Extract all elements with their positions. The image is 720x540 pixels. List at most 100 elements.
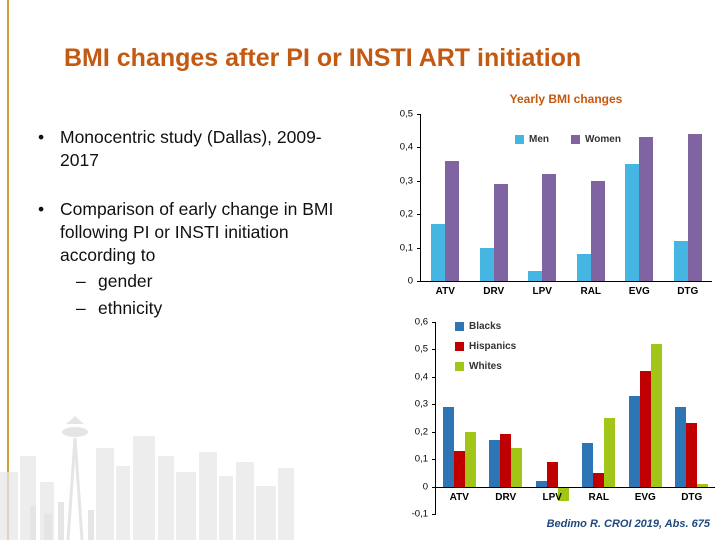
legend-item-hispanics: Hispanics [455,341,516,352]
y-axis-tick-label: 0,1 [399,242,413,254]
y-axis-tick-label: 0,5 [399,108,413,120]
y-axis-tick-label: 0 [422,481,428,493]
y-axis-tick-mark [432,486,436,488]
sub-bullet-ethnicity: – ethnicity [76,297,338,320]
sub-bullet-text: gender [98,271,153,292]
bar-men-evg [625,164,640,281]
chart-title: Yearly BMI changes [509,92,623,106]
y-axis-tick-label: 0,3 [414,398,428,410]
legend-label: Men [529,134,549,145]
blacks-swatch [455,322,464,331]
y-axis-tick-label: -0,1 [411,508,428,520]
legend-label: Blacks [469,321,502,332]
bar-whites-atv [464,431,476,487]
bar-blacks-drv [489,439,501,487]
y-axis-tick-mark [417,281,421,282]
x-axis-label-evg: EVG [628,286,650,297]
y-axis-tick-mark [432,459,436,461]
y-axis-tick-label: 0,1 [414,453,428,465]
dash-marker: – [76,271,86,292]
ethnicity-chart-plot-area: 0,6 0,5 0,4 0,3 0,2 0,1 0 -0,1 ATV DRV LPV RAL EVG DT… [412,317,715,520]
y-axis-tick-mark [417,180,421,182]
dash-marker: – [76,297,86,318]
ethnicity-bmi-chart: Blacks Hispanics Whites 0,6 0,5 0,4 0,3 0,2 0… [395,317,717,528]
y-axis-tick-label: 0,3 [399,175,413,187]
bar-hispanics-ral [593,472,605,487]
bar-women-lpv [542,174,557,281]
y-axis-tick-label: 0,5 [414,343,428,355]
bullet-item-comparison: • Comparison of early change in BMI foll… [38,198,338,319]
bullet-body: Comparison of early change in BMI follow… [60,198,338,319]
x-axis-label-lpv: LPV [532,286,552,297]
hispanics-swatch [455,342,464,351]
y-axis-tick-mark [417,247,421,249]
x-axis-line [436,486,715,488]
gender-legend: Men Women [515,134,621,145]
bar-blacks-dtg [675,407,687,487]
bullet-text: Comparison of early change in BMI follow… [60,199,334,266]
y-axis-tick-mark [417,114,421,115]
women-swatch [571,135,580,144]
bar-women-atv [445,160,460,281]
ethnicity-legend: Blacks Hispanics Whites [455,321,516,372]
bar-whites-lpv [557,487,569,502]
y-axis-tick-mark [432,431,436,433]
bar-blacks-evg [628,396,640,487]
x-axis-label-atv: ATV [449,491,469,503]
legend-item-men: Men [515,134,549,145]
x-axis-label-ral: RAL [580,286,602,297]
x-axis-label-lpv: LPV [542,491,562,503]
bar-men-atv [431,224,446,281]
bullet-marker: • [38,127,45,147]
bar-hispanics-atv [453,450,465,487]
bullet-list: • Monocentric study (Dallas), 2009-2017 … [38,126,338,346]
y-axis-tick-label: 0 [407,275,413,287]
y-axis-tick-mark [417,214,421,216]
y-axis-tick-label: 0,2 [399,208,413,220]
legend-label: Whites [469,361,502,372]
legend-label: Hispanics [469,341,517,352]
bar-whites-evg [650,343,662,487]
bar-men-dtg [673,240,688,281]
bar-men-lpv [528,270,543,281]
bullet-text: Monocentric study (Dallas), 2009-2017 [60,127,322,171]
x-axis-line [421,281,712,282]
bar-whites-dtg [697,483,709,487]
slide-title: BMI changes after PI or INSTI ART initia… [64,44,582,72]
bar-whites-drv [511,448,523,487]
y-axis-tick-mark [432,349,436,351]
bar-blacks-ral [582,442,594,487]
gender-chart-plot-area: 0,5 0,4 0,3 0,2 0,1 0 ATV DRV LPV RAL EVG DTG [400,109,712,297]
bar-women-evg [639,137,654,281]
sub-bullet-text: ethnicity [98,297,163,318]
y-axis-tick-label: 0,2 [414,426,428,438]
bullet-item-study: • Monocentric study (Dallas), 2009-2017 [38,126,338,172]
y-axis-tick-label: 0,6 [414,316,428,328]
x-axis-label-dtg: DTG [677,286,699,297]
x-axis-label-drv: DRV [483,286,505,297]
bar-hispanics-lpv [546,461,558,487]
bar-hispanics-dtg [686,423,698,487]
bar-hispanics-evg [639,371,651,487]
x-axis-label-evg: EVG [634,491,656,503]
bar-men-drv [479,247,494,281]
bar-men-ral [576,254,591,281]
bullet-marker: • [38,199,45,220]
y-axis-tick-mark [432,322,436,323]
whites-swatch [455,362,464,371]
men-swatch [515,135,524,144]
y-axis-tick-mark [417,147,421,149]
legend-label: Women [585,134,621,145]
left-accent-line [7,0,9,540]
city-skyline-watermark [0,416,294,540]
legend-item-whites: Whites [455,361,516,372]
x-axis-label-ral: RAL [588,491,610,503]
y-axis-tick-mark [432,376,436,378]
legend-item-blacks: Blacks [455,321,516,332]
y-axis-tick-mark [432,514,436,515]
citation: Bedimo R. CROI 2019, Abs. 675 [546,518,710,530]
bar-blacks-atv [442,407,454,487]
y-axis-tick-mark [432,404,436,406]
legend-item-women: Women [571,134,621,145]
bar-hispanics-drv [500,434,512,487]
